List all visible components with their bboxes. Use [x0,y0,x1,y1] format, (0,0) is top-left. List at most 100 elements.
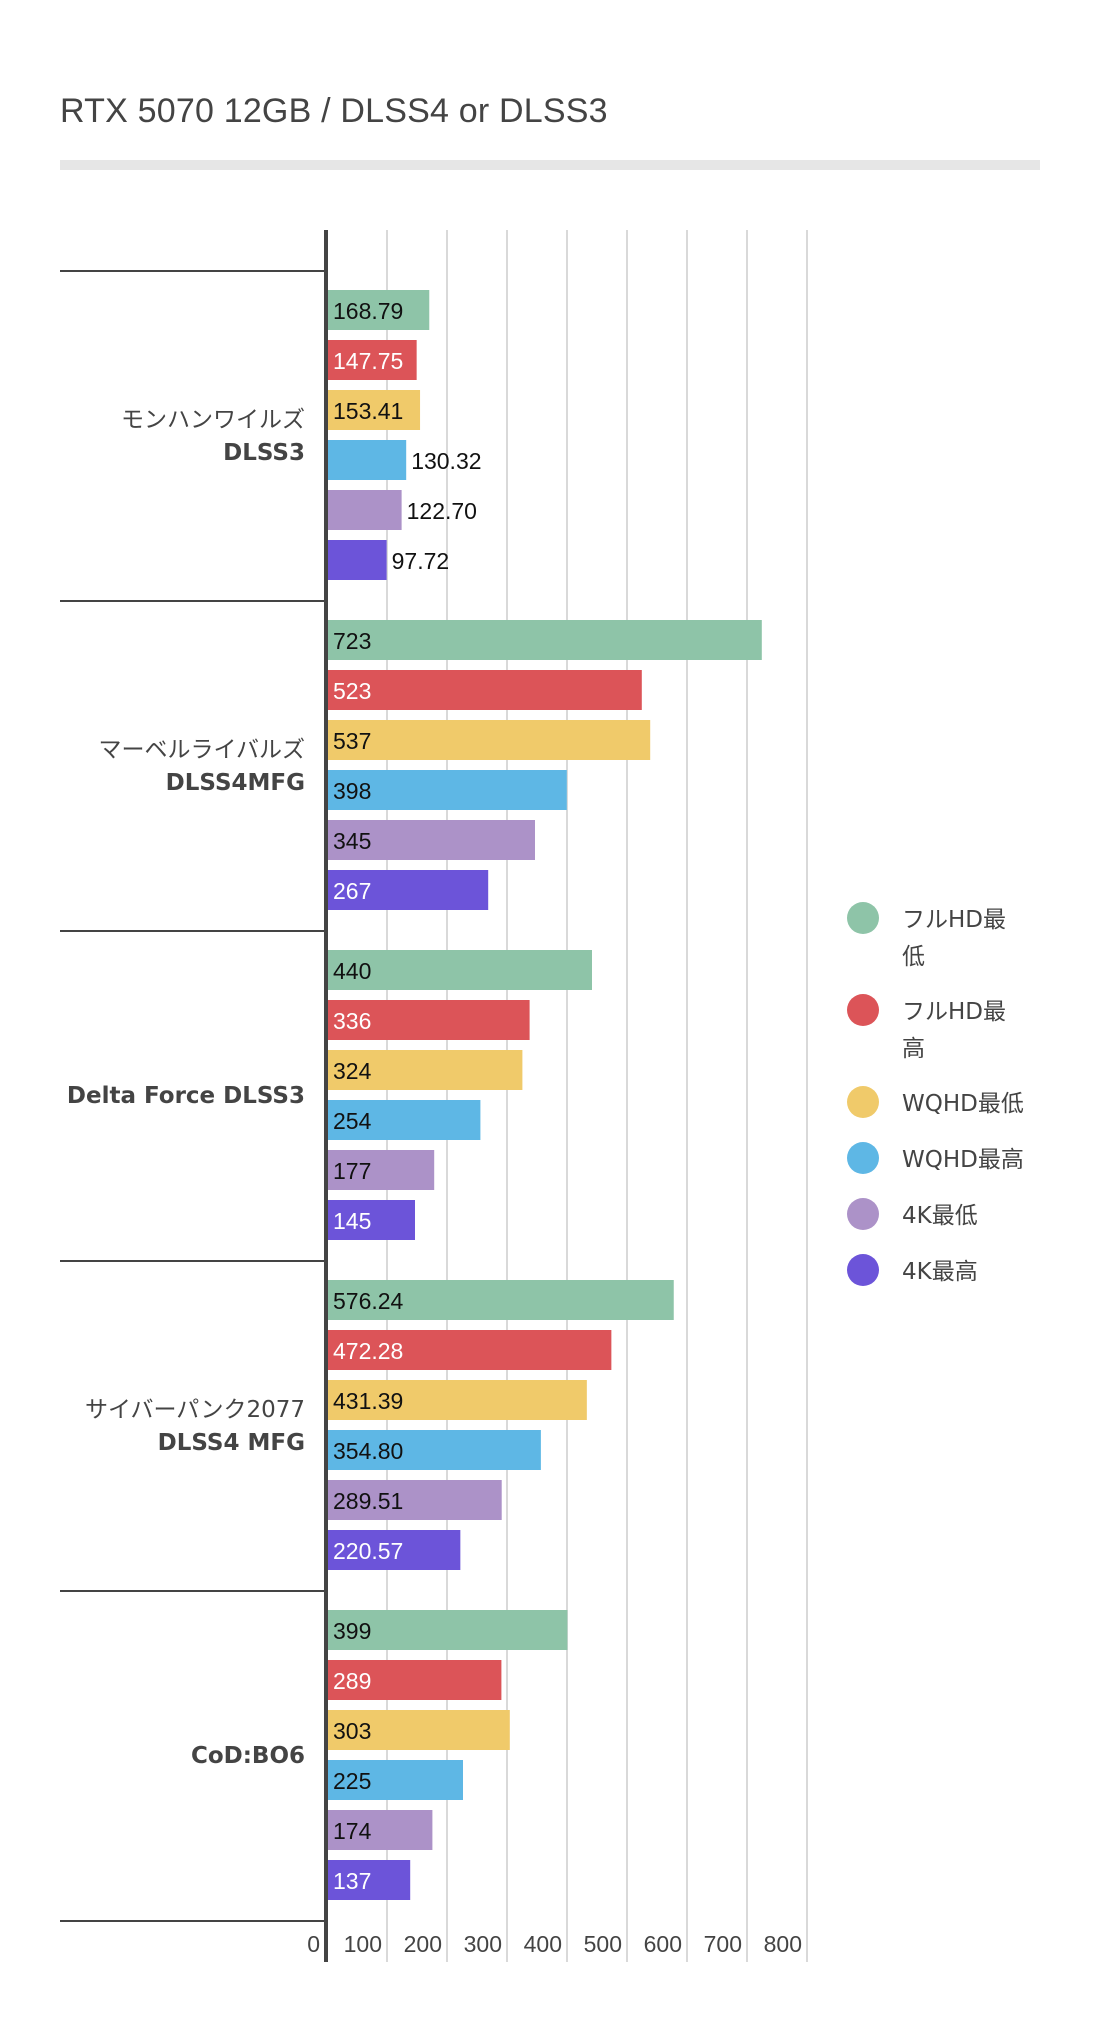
bar-data-label: 354.80 [333,1438,403,1464]
bar-data-label: 345 [333,828,371,854]
bar [328,1200,415,1240]
bar [328,1710,510,1750]
bar [328,1660,502,1700]
bar [328,670,642,710]
bar-data-label: 440 [333,958,371,984]
bar-data-label: 145 [333,1208,371,1234]
bar [328,1280,674,1320]
bar-data-label: 122.70 [407,498,477,524]
bar-data-label: 168.79 [333,298,403,324]
x-tick-label: 0 [307,1931,320,1957]
x-tick-label: 200 [404,1931,442,1957]
x-tick-label: 700 [704,1931,742,1957]
bar [328,1480,502,1520]
chart-title: RTX 5070 12GB / DLSS4 or DLSS3 [60,92,608,130]
bar [328,1380,587,1420]
category-label: モンハンワイルズ [121,407,305,433]
x-axis-tick-labels: 0 100 200 300 400 500 600 700 800 [307,1931,802,1957]
legend-label: 高 [902,1036,925,1062]
bar-data-label: 153.41 [333,398,403,424]
bar [328,540,387,580]
bar [328,770,567,810]
legend-swatch [847,1086,879,1118]
bar [328,1860,411,1900]
gridlines [386,230,808,1962]
bar [328,1810,433,1850]
category-label-sub: DLSS3 [223,440,305,466]
bar [328,870,489,910]
x-tick-label: 800 [764,1931,802,1957]
x-tick-label: 400 [524,1931,562,1957]
bar-data-label: 220.57 [333,1538,403,1564]
category-separators [60,270,326,1922]
category-label: マーベルライバルズ [98,737,305,763]
bar [328,340,417,380]
bar-data-label: 97.72 [392,548,450,574]
bar [328,1430,541,1470]
bars [328,290,762,1900]
category-label-sub: DLSS4MFG [166,770,305,796]
bar [328,490,402,530]
x-tick-label: 100 [344,1931,382,1957]
bar-data-label: 398 [333,778,371,804]
bar-data-label: 137 [333,1868,371,1894]
bar-data-label: 723 [333,628,371,654]
category-label: CoD:BO6 [191,1743,305,1769]
bar [328,1050,523,1090]
x-tick-label: 300 [464,1931,502,1957]
category-label: サイバーパンク2077 [85,1397,305,1423]
bar-data-label: 174 [333,1818,372,1844]
legend-swatch [847,1142,879,1174]
bar [328,1610,568,1650]
legend-swatch [847,902,879,934]
legend-label: 低 [902,944,925,970]
bar-data-label: 431.39 [333,1388,403,1414]
bar-data-label: 472.28 [333,1338,403,1364]
bar-data-label: 289 [333,1668,371,1694]
bar [328,390,421,430]
bar [328,1000,530,1040]
bar-data-label: 576.24 [333,1288,404,1314]
title-divider [60,160,1040,170]
x-tick-label: 600 [644,1931,682,1957]
bar [328,1150,435,1190]
bar-data-label: 399 [333,1618,371,1644]
bar [328,950,592,990]
legend-label: WQHD最高 [902,1147,1024,1173]
x-tick-label: 500 [584,1931,622,1957]
legend-swatch [847,1254,879,1286]
legend-label: フルHD最 [902,999,1006,1025]
legend-label: 4K最低 [902,1203,978,1229]
bar-data-label: 289.51 [333,1488,403,1514]
bar [328,1760,463,1800]
bar [328,720,651,760]
legend-label: 4K最高 [902,1259,978,1285]
bar-labels: 168.79 147.75 153.41 130.32 122.70 97.72 723 52… [333,298,482,1894]
legend-swatch [847,994,879,1026]
bar [328,290,430,330]
bar-data-label: 130.32 [411,448,481,474]
bar [328,1330,612,1370]
bar [328,820,535,860]
category-labels: モンハンワイルズ DLSS3 マーベルライバルズ DLSS4MFG Delta Forc… [67,407,305,1769]
bar-data-label: 324 [333,1058,372,1084]
bar-data-label: 537 [333,728,371,754]
bar-data-label: 254 [333,1108,372,1134]
bar-data-label: 336 [333,1008,371,1034]
bar [328,1530,461,1570]
bar [328,620,762,660]
bar-data-label: 225 [333,1768,371,1794]
legend-label: フルHD最 [902,907,1006,933]
legend-label: WQHD最低 [902,1091,1024,1117]
bar [328,440,407,480]
bar-data-label: 523 [333,678,371,704]
bar-data-label: 177 [333,1158,371,1184]
category-label-sub: DLSS4 MFG [158,1430,305,1456]
bar [328,1100,481,1140]
bar-data-label: 147.75 [333,348,403,374]
legend-swatch [847,1198,879,1230]
bar-data-label: 303 [333,1718,371,1744]
category-label: Delta Force DLSS3 [67,1083,305,1109]
